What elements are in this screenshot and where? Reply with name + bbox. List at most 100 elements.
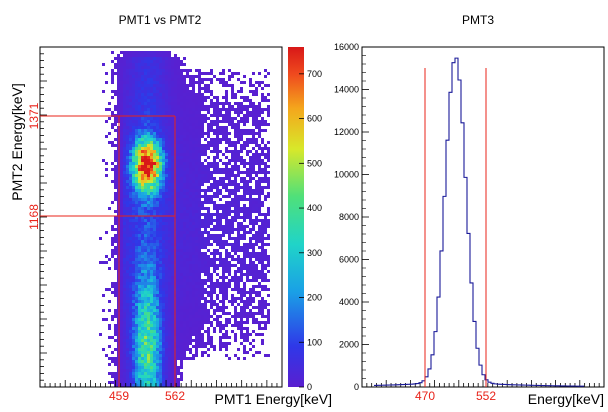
heatmap-cell xyxy=(162,195,165,198)
heatmap-cell xyxy=(198,270,201,273)
heatmap-cell xyxy=(210,165,213,168)
heatmap-cell xyxy=(153,264,156,267)
heatmap-cell xyxy=(126,162,129,165)
heatmap-cell xyxy=(189,147,192,150)
heatmap-cell xyxy=(171,165,174,168)
heatmap-cell xyxy=(228,171,231,174)
heatmap-cell xyxy=(261,327,264,330)
heatmap-cell xyxy=(153,279,156,282)
heatmap-cell xyxy=(216,144,219,147)
heatmap-cell xyxy=(150,309,153,312)
heatmap-cell xyxy=(189,237,192,240)
heatmap-cell xyxy=(114,372,117,375)
heatmap-cell xyxy=(147,291,150,294)
heatmap-cell xyxy=(198,144,201,147)
heatmap-cell xyxy=(123,279,126,282)
heatmap-cell xyxy=(180,309,183,312)
heatmap-cell xyxy=(201,264,204,267)
heatmap-cell xyxy=(159,150,162,153)
heatmap-cell xyxy=(249,213,252,216)
heatmap-cell xyxy=(213,75,216,78)
heatmap-cell xyxy=(234,237,237,240)
heatmap-cell xyxy=(171,297,174,300)
heatmap-cell xyxy=(114,282,117,285)
heatmap-cell xyxy=(216,309,219,312)
heatmap-cell xyxy=(120,261,123,264)
heatmap-cell xyxy=(120,366,123,369)
heatmap-cell xyxy=(144,318,147,321)
heatmap-cell xyxy=(144,162,147,165)
heatmap-cell xyxy=(189,267,192,270)
heatmap-cell xyxy=(189,168,192,171)
heatmap-cell xyxy=(147,60,150,63)
heatmap-cell xyxy=(225,111,228,114)
heatmap-cell xyxy=(165,354,168,357)
heatmap-cell xyxy=(192,90,195,93)
heatmap-cell xyxy=(186,300,189,303)
heatmap-cell xyxy=(126,84,129,87)
heatmap-cell xyxy=(180,288,183,291)
heatmap-cell xyxy=(120,93,123,96)
heatmap-cell xyxy=(150,312,153,315)
heatmap-cell xyxy=(129,297,132,300)
heatmap-cell xyxy=(156,66,159,69)
heatmap-cell xyxy=(177,183,180,186)
heatmap-cell xyxy=(204,315,207,318)
heatmap-cell xyxy=(213,150,216,153)
heatmap-cell xyxy=(216,168,219,171)
heatmap-cell xyxy=(225,132,228,135)
heatmap-cell xyxy=(171,309,174,312)
heatmap-cell xyxy=(258,282,261,285)
heatmap-cell xyxy=(168,330,171,333)
heatmap-cell xyxy=(210,216,213,219)
heatmap-cell xyxy=(132,351,135,354)
heatmap-cell xyxy=(120,183,123,186)
heatmap-cell xyxy=(162,207,165,210)
heatmap-cell xyxy=(231,330,234,333)
heatmap-cell xyxy=(186,168,189,171)
heatmap-cell xyxy=(246,318,249,321)
heatmap-cell xyxy=(213,249,216,252)
heatmap-cell xyxy=(189,156,192,159)
heatmap-cell xyxy=(162,84,165,87)
heatmap-cell xyxy=(255,207,258,210)
heatmap-cell xyxy=(186,144,189,147)
heatmap-cell xyxy=(186,123,189,126)
heatmap-cell xyxy=(192,324,195,327)
heatmap-cell xyxy=(144,210,147,213)
heatmap-cell xyxy=(144,234,147,237)
heatmap-cell xyxy=(126,186,129,189)
heatmap-cell xyxy=(147,195,150,198)
heatmap-cell xyxy=(195,93,198,96)
heatmap-cell xyxy=(138,258,141,261)
heatmap-cell xyxy=(258,261,261,264)
heatmap-cell xyxy=(237,102,240,105)
heatmap-cell xyxy=(138,372,141,375)
heatmap-cell xyxy=(246,153,249,156)
energy-cut-lines xyxy=(424,68,487,387)
heatmap-cell xyxy=(255,204,258,207)
heatmap-cell xyxy=(183,201,186,204)
heatmap-cell xyxy=(195,75,198,78)
heatmap-cell xyxy=(132,336,135,339)
heatmap-cell xyxy=(180,336,183,339)
heatmap-cell xyxy=(114,261,117,264)
heatmap-cell xyxy=(126,87,129,90)
heatmap-cell xyxy=(123,360,126,363)
heatmap-cell xyxy=(132,258,135,261)
heatmap-cell xyxy=(267,321,270,324)
heatmap-cell xyxy=(201,87,204,90)
heatmap-cell xyxy=(135,228,138,231)
heatmap-cell xyxy=(180,123,183,126)
heatmap-cell xyxy=(162,252,165,255)
heatmap-cell xyxy=(168,381,171,384)
heatmap-cell xyxy=(216,279,219,282)
heatmap-cell xyxy=(123,126,126,129)
heatmap-cell xyxy=(222,69,225,72)
heatmap-cell xyxy=(150,351,153,354)
heatmap-cell xyxy=(126,333,129,336)
heatmap-cell xyxy=(171,315,174,318)
heatmap-cell xyxy=(126,372,129,375)
heatmap-cell xyxy=(171,84,174,87)
heatmap-cell xyxy=(156,72,159,75)
